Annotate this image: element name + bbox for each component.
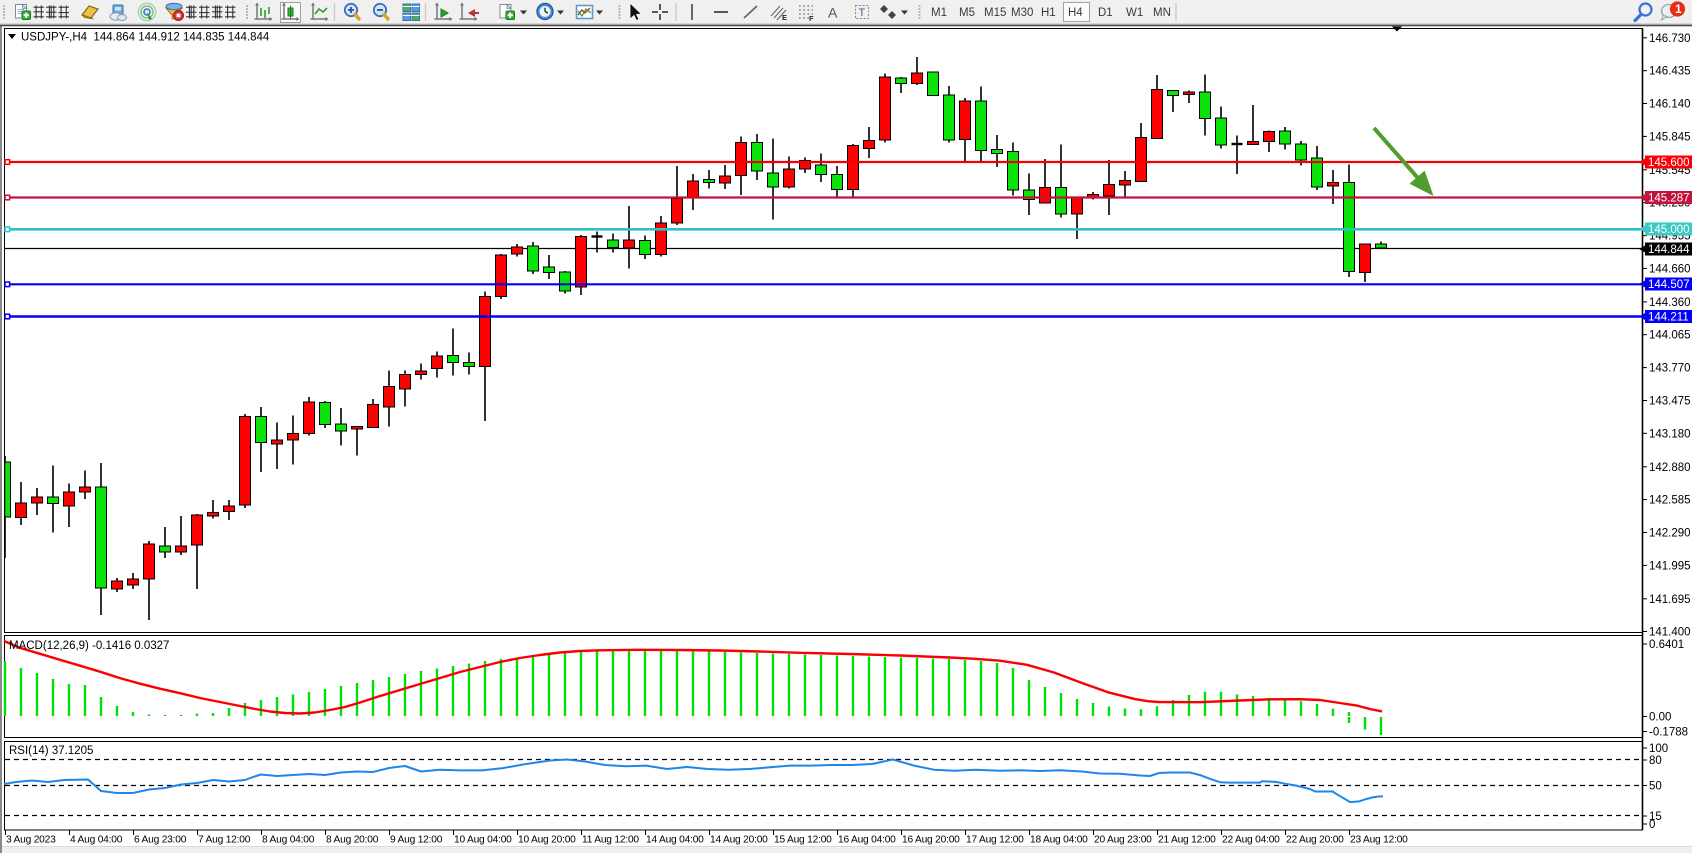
svg-text:141.400: 141.400 (1649, 627, 1691, 639)
svg-text:17 Aug 12:00: 17 Aug 12:00 (966, 835, 1024, 846)
svg-text:144.360: 144.360 (1649, 297, 1691, 309)
svg-text:M30: M30 (1011, 7, 1033, 19)
svg-text:USDJPY-,H4 144.864 144.912 14: USDJPY-,H4 144.864 144.912 144.835 144.8… (21, 32, 270, 44)
svg-text:16 Aug 04:00: 16 Aug 04:00 (838, 835, 896, 846)
svg-text:16 Aug 20:00: 16 Aug 20:00 (902, 835, 960, 846)
svg-text:3 Aug 2023: 3 Aug 2023 (6, 835, 56, 846)
svg-text:50: 50 (1649, 781, 1662, 793)
svg-text:4 Aug 04:00: 4 Aug 04:00 (70, 835, 123, 846)
svg-text:80: 80 (1649, 755, 1662, 767)
svg-text:22 Aug 20:00: 22 Aug 20:00 (1286, 835, 1344, 846)
svg-text:143.180: 143.180 (1649, 428, 1691, 440)
svg-text:145.845: 145.845 (1649, 131, 1691, 143)
svg-text:0: 0 (1649, 819, 1655, 831)
svg-text:146.435: 146.435 (1649, 66, 1691, 78)
svg-text:W1: W1 (1126, 7, 1143, 19)
svg-text:143.770: 143.770 (1649, 363, 1691, 375)
svg-text:7 Aug 12:00: 7 Aug 12:00 (198, 835, 251, 846)
svg-text:145.000: 145.000 (1648, 224, 1690, 236)
svg-text:0.00: 0.00 (1649, 712, 1671, 724)
svg-text:MACD(12,26,9) -0.1416 0.0327: MACD(12,26,9) -0.1416 0.0327 (9, 640, 169, 652)
svg-text:F: F (809, 14, 814, 23)
svg-text:10 Aug 04:00: 10 Aug 04:00 (454, 835, 512, 846)
svg-text:T: T (859, 7, 866, 19)
svg-text:D1: D1 (1098, 7, 1113, 19)
svg-text:142.585: 142.585 (1649, 495, 1691, 507)
svg-text:6 Aug 23:00: 6 Aug 23:00 (134, 835, 187, 846)
svg-text:MN: MN (1153, 7, 1171, 19)
svg-text:M5: M5 (959, 7, 975, 19)
svg-text:-0.1788: -0.1788 (1649, 727, 1688, 739)
svg-text:15 Aug 12:00: 15 Aug 12:00 (774, 835, 832, 846)
svg-text:143.475: 143.475 (1649, 396, 1691, 408)
svg-text:RSI(14) 37.1205: RSI(14) 37.1205 (9, 745, 93, 757)
svg-text:H4: H4 (1068, 7, 1083, 19)
svg-text:142.290: 142.290 (1649, 528, 1691, 540)
svg-text:1: 1 (1675, 2, 1682, 16)
svg-text:8 Aug 04:00: 8 Aug 04:00 (262, 835, 315, 846)
svg-text:21 Aug 12:00: 21 Aug 12:00 (1158, 835, 1216, 846)
svg-text:141.995: 141.995 (1649, 560, 1691, 572)
svg-text:H1: H1 (1041, 7, 1056, 19)
svg-text:141.695: 141.695 (1649, 594, 1691, 606)
svg-text:22 Aug 04:00: 22 Aug 04:00 (1222, 835, 1280, 846)
svg-text:M15: M15 (984, 7, 1006, 19)
svg-text:9 Aug 12:00: 9 Aug 12:00 (390, 835, 443, 846)
svg-text:18 Aug 04:00: 18 Aug 04:00 (1030, 835, 1088, 846)
svg-text:144.660: 144.660 (1649, 263, 1691, 275)
svg-text:15: 15 (1649, 811, 1662, 823)
svg-text:10 Aug 20:00: 10 Aug 20:00 (518, 835, 576, 846)
svg-text:20 Aug 23:00: 20 Aug 23:00 (1094, 835, 1152, 846)
svg-text:100: 100 (1649, 743, 1668, 755)
svg-text:M1: M1 (931, 7, 947, 19)
svg-text:146.730: 146.730 (1649, 33, 1691, 45)
svg-text:23 Aug 12:00: 23 Aug 12:00 (1350, 835, 1408, 846)
svg-text:0.6401: 0.6401 (1649, 639, 1684, 651)
svg-text:8 Aug 20:00: 8 Aug 20:00 (326, 835, 379, 846)
svg-text:142.880: 142.880 (1649, 462, 1691, 474)
svg-text:A: A (828, 5, 838, 21)
svg-text:E: E (782, 13, 787, 22)
svg-text:144.065: 144.065 (1649, 330, 1691, 342)
svg-text:14 Aug 20:00: 14 Aug 20:00 (710, 835, 768, 846)
svg-text:145.287: 145.287 (1648, 193, 1690, 205)
svg-text:144.507: 144.507 (1648, 279, 1690, 291)
svg-text:14 Aug 04:00: 14 Aug 04:00 (646, 835, 704, 846)
svg-text:146.140: 146.140 (1649, 99, 1691, 111)
svg-text:144.211: 144.211 (1648, 312, 1689, 324)
svg-text:144.844: 144.844 (1648, 244, 1690, 256)
svg-text:11 Aug 12:00: 11 Aug 12:00 (582, 835, 639, 846)
svg-text:145.600: 145.600 (1648, 157, 1690, 169)
